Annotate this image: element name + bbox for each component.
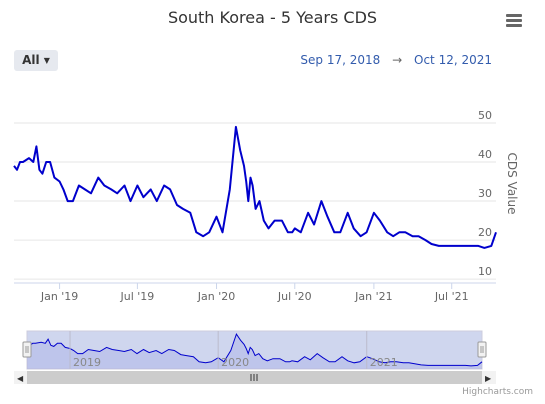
- x-tick-label: Jul '21: [434, 290, 469, 303]
- plot-area: [13, 125, 497, 249]
- navigator-line: [26, 332, 483, 367]
- y-axis-label: CDS Value: [505, 152, 519, 214]
- date-range-arrow: →: [392, 53, 403, 67]
- navigator-year-label: 2021: [370, 356, 398, 369]
- caret-down-icon: ▼: [43, 56, 50, 65]
- hamburger-menu-icon[interactable]: [506, 14, 522, 28]
- range-selector-button[interactable]: All ▼: [14, 50, 58, 71]
- y-tick-label: 10: [478, 265, 492, 278]
- date-to[interactable]: Oct 12, 2021: [414, 53, 492, 67]
- highcharts-credit[interactable]: Highcharts.com: [462, 387, 533, 397]
- y-tick-label: 50: [478, 109, 492, 122]
- x-axis: Jan '19 Jul '19 Jan '20 Jul '20 Jan '21 Jul '…: [14, 282, 496, 303]
- navigator-handle-right[interactable]: [477, 341, 487, 358]
- scroll-right-icon[interactable]: ▶: [485, 374, 492, 383]
- x-tick-label: Jul '20: [277, 290, 312, 303]
- navigator: 2019 2020 2021 ◀ ▶: [14, 330, 496, 384]
- x-tick-label: Jan '19: [40, 290, 78, 303]
- y-tick-label: 30: [478, 187, 492, 200]
- navigator-area: [27, 334, 482, 369]
- navigator-handle-left[interactable]: [22, 341, 32, 358]
- x-tick-label: Jul '19: [120, 290, 155, 303]
- x-tick-label: Jan '20: [197, 290, 235, 303]
- y-tick-label: 20: [478, 226, 492, 239]
- series-line: [13, 125, 497, 249]
- navigator-year-label: 2019: [73, 356, 101, 369]
- x-tick-label: Jan '21: [354, 290, 392, 303]
- date-range-display: Sep 17, 2018 → Oct 12, 2021: [300, 53, 492, 67]
- scroll-left-icon[interactable]: ◀: [17, 374, 24, 383]
- navigator-year-label: 2020: [221, 356, 249, 369]
- y-axis: 10 20 30 40 50: [478, 109, 492, 278]
- chart-title: South Korea - 5 Years CDS: [167, 8, 378, 27]
- y-tick-label: 40: [478, 148, 492, 161]
- range-selector-label: All: [22, 53, 40, 67]
- date-from[interactable]: Sep 17, 2018: [300, 53, 381, 67]
